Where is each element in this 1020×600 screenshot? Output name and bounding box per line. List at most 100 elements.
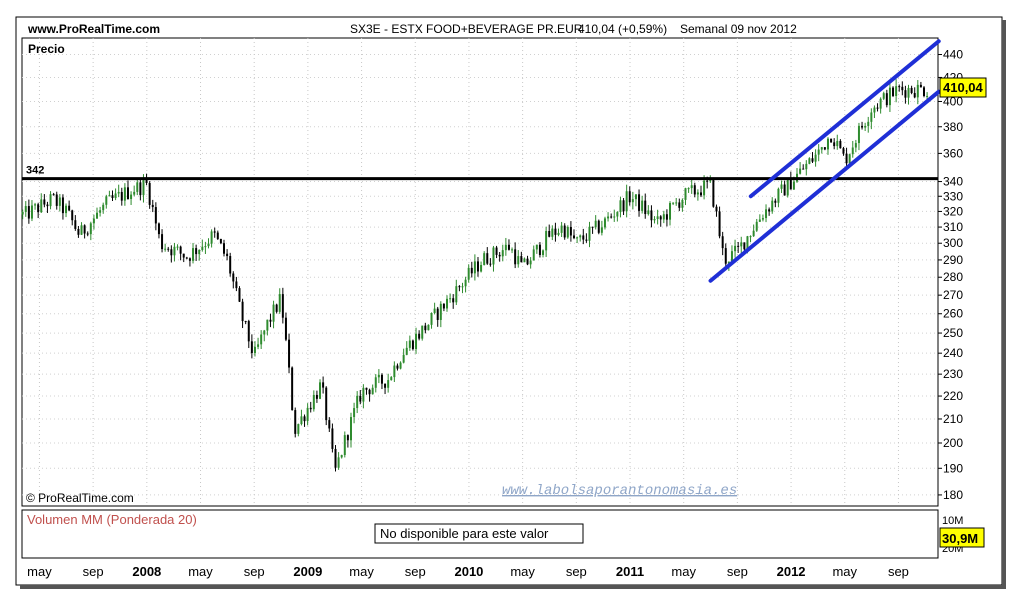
candle-body: [393, 365, 396, 378]
last-price-box: [939, 77, 987, 98]
candle-body: [288, 339, 291, 368]
candle-body: [368, 389, 371, 395]
candle-body: [811, 158, 814, 162]
candle-body: [470, 267, 473, 274]
x-tick-label: may: [27, 564, 52, 579]
candle-body: [328, 420, 331, 429]
candle-body: [802, 168, 805, 170]
candle-body: [58, 197, 61, 206]
candle-body: [442, 303, 445, 309]
x-tick-label: 2010: [454, 564, 483, 579]
x-tick-label: sep: [566, 564, 587, 579]
candle-body: [498, 254, 501, 257]
candle-body: [46, 204, 49, 207]
watermark: www.labolsaporantonomasia.es: [502, 483, 737, 499]
candle-body: [836, 140, 839, 147]
candle-body: [591, 226, 594, 228]
candle-body: [188, 258, 191, 261]
x-axis: may sep 2008 may sep 2009 may sep 2010 may sep 2011…: [27, 564, 909, 579]
candle-body: [913, 93, 916, 98]
candle-body: [250, 341, 253, 354]
x-tick-label: sep: [727, 564, 748, 579]
candle-body: [111, 195, 114, 199]
candle-body: [548, 230, 551, 237]
candle-body: [514, 249, 517, 265]
candle-body: [322, 382, 325, 388]
candle-body: [631, 199, 634, 203]
candle-body: [399, 362, 402, 369]
candle-body: [226, 253, 229, 257]
candle-body: [699, 192, 702, 196]
candle-body: [315, 394, 318, 399]
candle-body: [89, 223, 92, 235]
candle-body: [446, 298, 449, 309]
site-title: www.ProRealTime.com: [27, 22, 160, 36]
notice-box: [374, 523, 584, 544]
candle-body: [222, 243, 225, 254]
candle-body: [774, 200, 777, 203]
overlays: 342: [22, 39, 941, 283]
candle-body: [501, 250, 504, 257]
y-tick-label: 210: [943, 412, 963, 426]
candle-body: [895, 86, 898, 96]
candle-body: [161, 234, 164, 250]
volume-notice: No disponible para este valor: [380, 526, 549, 541]
candle-body: [433, 308, 436, 313]
candle-body: [675, 202, 678, 204]
candle-body: [734, 245, 737, 252]
candle-body: [229, 256, 232, 274]
candle-body: [610, 216, 613, 218]
y-tick-label: 220: [943, 389, 963, 403]
candle-body: [901, 86, 904, 91]
candle-body: [693, 185, 696, 195]
candle-body: [232, 273, 235, 282]
candle-body: [306, 407, 309, 422]
candle-body: [690, 185, 693, 189]
price-panel: [21, 37, 939, 507]
candle-body: [854, 143, 857, 148]
candle-body: [684, 188, 687, 200]
candle-body: [504, 244, 507, 251]
candle-body: [526, 258, 529, 265]
candle-body: [919, 84, 922, 88]
candle-body: [269, 319, 272, 322]
candle-body: [257, 344, 260, 347]
candle-body: [507, 244, 510, 250]
candle-body: [603, 218, 606, 228]
candle-body: [607, 216, 610, 219]
candle-body: [436, 308, 439, 320]
candle-body: [145, 179, 148, 183]
candle-body: [600, 227, 603, 233]
candle-body: [783, 184, 786, 196]
candle-body: [845, 153, 848, 164]
candle-body: [263, 330, 266, 335]
candle-body: [275, 304, 278, 312]
candle-body: [554, 228, 557, 235]
candle-body: [374, 377, 377, 388]
candle-body: [870, 112, 873, 122]
volume-label: Volumen MM (Ponderada 20): [27, 512, 197, 527]
candle-body: [467, 267, 470, 280]
y-tick-label: 300: [943, 236, 963, 250]
candle-body: [696, 192, 699, 195]
y-tick-label: 240: [943, 346, 963, 360]
candle-body: [628, 191, 631, 203]
candle-body: [337, 457, 340, 468]
candle-body: [907, 87, 910, 98]
frame-shadow-right: [1002, 20, 1006, 588]
candle-body: [309, 407, 312, 410]
candle-body: [777, 188, 780, 203]
candle-body: [182, 253, 185, 258]
candle-body: [730, 251, 733, 262]
candle-body: [291, 367, 294, 411]
candle-body: [718, 211, 721, 237]
candle-body: [480, 265, 483, 272]
candle-body: [92, 218, 95, 224]
x-tick-label: may: [832, 564, 857, 579]
candle-body: [746, 236, 749, 250]
y-tick-label: 400: [943, 94, 963, 108]
candle-body: [867, 121, 870, 126]
candle-body: [235, 281, 238, 289]
candle-body: [634, 194, 637, 200]
period-label: Semanal 09 nov 2012: [680, 22, 797, 36]
